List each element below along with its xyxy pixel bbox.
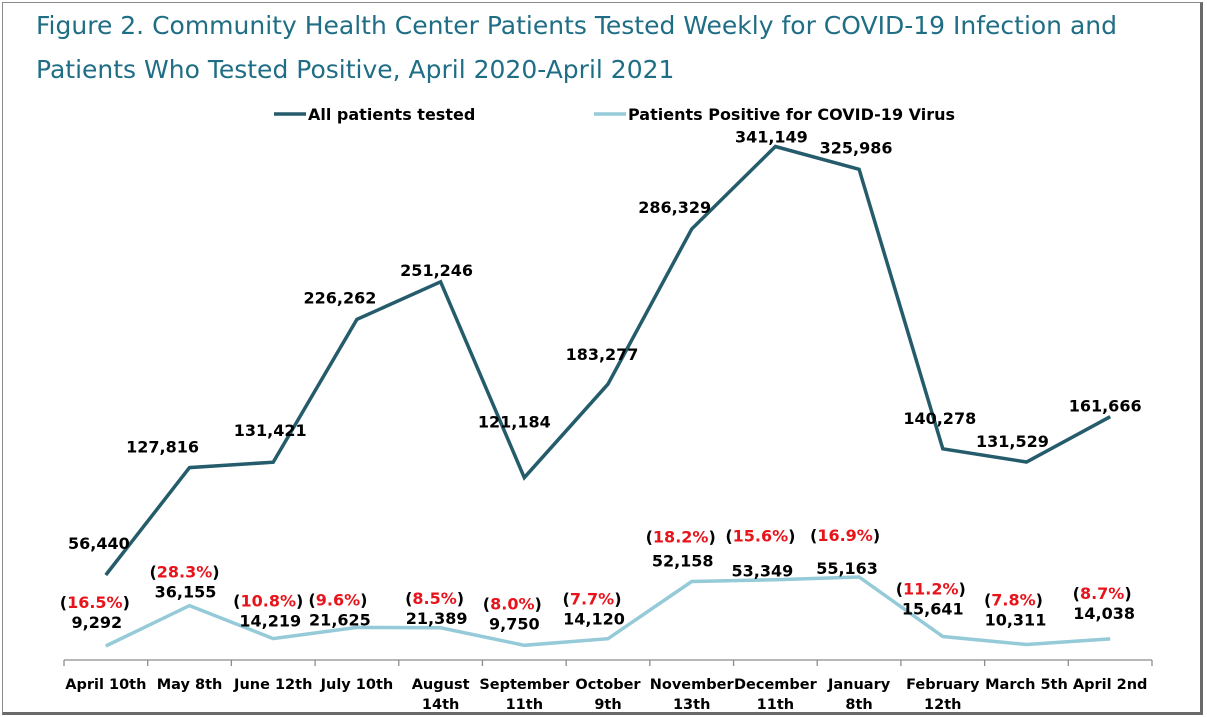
- x-tick-label: 11th: [757, 697, 794, 713]
- data-label-positive: 55,163: [816, 559, 878, 578]
- legend: All patients tested Patients Positive for…: [274, 105, 955, 124]
- percent-positive-label: (8.5%): [405, 589, 464, 608]
- percent-positive-label: (16.9%): [810, 526, 880, 545]
- data-labels: 56,440 127,816 131,421 226,262 251,246 121,18…: [60, 127, 1142, 633]
- data-label-all-tested: 325,986: [820, 138, 893, 157]
- data-label-positive: 9,292: [72, 613, 123, 632]
- x-tick-label: August: [412, 677, 470, 693]
- data-label-all-tested: 131,529: [976, 432, 1049, 451]
- data-label-all-tested: 121,184: [478, 413, 551, 432]
- data-label-positive: 14,120: [563, 610, 625, 629]
- percent-positive-label: (7.8%): [984, 590, 1043, 609]
- x-tick-label: March 5th: [985, 677, 1068, 693]
- x-tick-label: February: [906, 677, 980, 693]
- data-label-positive: 14,219: [239, 612, 301, 631]
- legend-label-all-tested: All patients tested: [308, 105, 475, 124]
- x-tick-label: April 10th: [65, 677, 146, 693]
- x-tick-label: June 12th: [233, 677, 312, 693]
- x-tick-label: April 2nd: [1073, 677, 1148, 693]
- x-tick-label: July 10th: [320, 677, 394, 693]
- percent-positive-label: (28.3%): [149, 563, 219, 582]
- data-label-positive: 53,349: [732, 562, 794, 581]
- data-label-all-tested: 131,421: [234, 421, 307, 440]
- chart-title: Figure 2. Community Health Center Patien…: [36, 11, 1118, 84]
- data-label-all-tested: 127,816: [126, 438, 199, 457]
- data-label-all-tested: 161,666: [1069, 397, 1142, 416]
- x-tick-label: 13th: [673, 697, 710, 713]
- series-lines: [104, 144, 1112, 648]
- percent-positive-label: (10.8%): [233, 592, 303, 611]
- percent-positive-label: (15.6%): [725, 527, 795, 546]
- x-axis: April 10th May 8th June 12th July 10th Augus…: [63, 659, 1153, 713]
- x-tick-label: 11th: [506, 697, 543, 713]
- x-tick-label: May 8th: [157, 677, 223, 693]
- data-label-positive: 10,311: [985, 610, 1047, 629]
- data-label-all-tested: 251,246: [400, 261, 473, 280]
- legend-label-positive: Patients Positive for COVID-19 Virus: [628, 105, 955, 124]
- x-tick-label: 8th: [845, 697, 872, 713]
- percent-positive-label: (8.0%): [483, 594, 542, 613]
- data-label-positive: 21,625: [309, 610, 371, 629]
- x-tick-label: November: [650, 677, 735, 693]
- data-label-all-tested: 56,440: [68, 534, 130, 553]
- percent-positive-label: (9.6%): [308, 590, 367, 609]
- percent-positive-label: (16.5%): [60, 593, 130, 612]
- x-tick-label: 12th: [924, 697, 961, 713]
- data-label-positive: 52,158: [652, 551, 714, 570]
- data-label-positive: 21,389: [406, 609, 468, 628]
- data-label-all-tested: 286,329: [638, 198, 711, 217]
- percent-positive-label: (8.7%): [1073, 584, 1132, 603]
- x-tick-label: October: [575, 677, 641, 693]
- data-label-all-tested: 226,262: [303, 288, 376, 307]
- x-tick-label: September: [479, 677, 570, 693]
- percent-positive-label: (18.2%): [646, 527, 716, 546]
- data-label-positive: 14,038: [1073, 604, 1135, 623]
- percent-positive-label: (11.2%): [896, 579, 966, 598]
- data-label-positive: 36,155: [155, 583, 217, 602]
- x-tick-label: January: [827, 677, 891, 693]
- percent-positive-label: (7.7%): [563, 590, 622, 609]
- x-tick-label: 9th: [594, 697, 621, 713]
- data-label-positive: 15,641: [902, 599, 964, 618]
- data-label-positive: 9,750: [489, 614, 540, 633]
- x-tick-label: 14th: [422, 697, 459, 713]
- data-label-all-tested: 341,149: [735, 127, 808, 146]
- data-label-all-tested: 140,278: [903, 409, 976, 428]
- x-tick-label: December: [734, 677, 818, 693]
- data-label-all-tested: 183,277: [566, 345, 639, 364]
